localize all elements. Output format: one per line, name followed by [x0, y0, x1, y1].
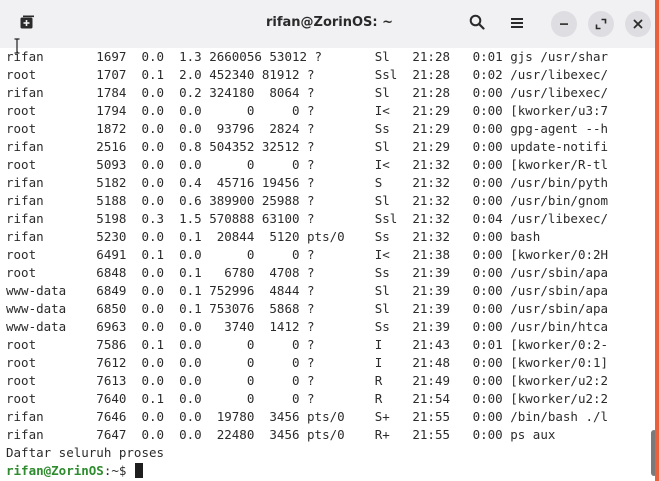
minimize-button[interactable]	[551, 11, 577, 37]
terminal-line: root 1872 0.0 0.0 93796 2824 ? Ss 21:29 …	[6, 121, 609, 136]
terminal-line: www-data 6963 0.0 0.0 3740 1412 ? Ss 21:…	[6, 319, 609, 334]
search-button[interactable]	[464, 11, 490, 37]
terminal-line: www-data 6850 0.0 0.1 753076 5868 ? Sl 2…	[6, 301, 609, 316]
prompt-path: :~$	[103, 463, 134, 478]
terminal-titlebar: rifan@ZorinOS: ~	[0, 0, 659, 49]
terminal-line: Daftar seluruh proses	[6, 445, 165, 460]
terminal-output[interactable]: rifan 1697 0.0 1.3 2660056 53012 ? Sl 21…	[0, 48, 659, 481]
terminal-line: www-data 6849 0.0 0.1 752996 4844 ? Sl 2…	[6, 283, 609, 298]
terminal-line: root 6491 0.1 0.0 0 0 ? I< 21:38 0:00 [k…	[6, 247, 609, 262]
terminal-line: root 1707 0.1 2.0 452340 81912 ? Ssl 21:…	[6, 67, 609, 82]
menu-button[interactable]	[504, 11, 530, 37]
terminal-line: root 6848 0.0 0.1 6780 4708 ? Ss 21:39 0…	[6, 265, 609, 280]
desktop-edge	[655, 0, 659, 481]
terminal-line: rifan 5198 0.3 1.5 570888 63100 ? Ssl 21…	[6, 211, 609, 226]
terminal-line: rifan 5230 0.0 0.1 20844 5120 pts/0 Ss 2…	[6, 229, 541, 244]
close-button[interactable]	[625, 11, 651, 37]
terminal-line: root 7613 0.0 0.0 0 0 ? R 21:49 0:00 [kw…	[6, 373, 609, 388]
terminal-line: rifan 7647 0.0 0.0 22480 3456 pts/0 R+ 2…	[6, 427, 556, 442]
terminal-line: root 1794 0.0 0.0 0 0 ? I< 21:29 0:00 [k…	[6, 103, 609, 118]
minimize-icon	[558, 15, 570, 34]
terminal-line: root 7640 0.1 0.0 0 0 ? R 21:54 0:00 [kw…	[6, 391, 609, 406]
close-icon	[632, 15, 644, 34]
terminal-line: root 7586 0.1 0.0 0 0 ? I 21:43 0:01 [kw…	[6, 337, 609, 352]
new-tab-button[interactable]	[12, 11, 42, 37]
terminal-line: root 7612 0.0 0.0 0 0 ? I 21:48 0:00 [kw…	[6, 355, 609, 370]
scrollbar-thumb[interactable]	[651, 430, 657, 476]
terminal-line: root 5093 0.0 0.0 0 0 ? I< 21:32 0:00 [k…	[6, 157, 609, 172]
terminal-line: rifan 5182 0.0 0.4 45716 19456 ? S 21:32…	[6, 175, 609, 190]
maximize-icon	[595, 15, 607, 34]
vertical-scrollbar[interactable]	[647, 48, 659, 481]
terminal-line: rifan 1697 0.0 1.3 2660056 53012 ? Sl 21…	[6, 49, 609, 64]
new-tab-icon	[19, 14, 35, 34]
shell-prompt[interactable]: rifan@ZorinOS:~$	[6, 462, 143, 480]
terminal-line: rifan 7646 0.0 0.0 19780 3456 pts/0 S+ 2…	[6, 409, 609, 424]
ibeam-cursor-icon	[14, 38, 20, 54]
prompt-user-host: rifan@ZorinOS	[6, 463, 104, 478]
hamburger-menu-icon	[510, 15, 524, 34]
search-icon	[469, 14, 485, 34]
terminal-line: rifan 2516 0.0 0.8 504352 32512 ? Sl 21:…	[6, 139, 609, 154]
text-cursor	[134, 463, 143, 478]
terminal-line: rifan 1784 0.0 0.2 324180 8064 ? Sl 21:2…	[6, 85, 609, 100]
maximize-button[interactable]	[588, 11, 614, 37]
terminal-line: rifan 5188 0.0 0.6 389900 25988 ? Sl 21:…	[6, 193, 609, 208]
